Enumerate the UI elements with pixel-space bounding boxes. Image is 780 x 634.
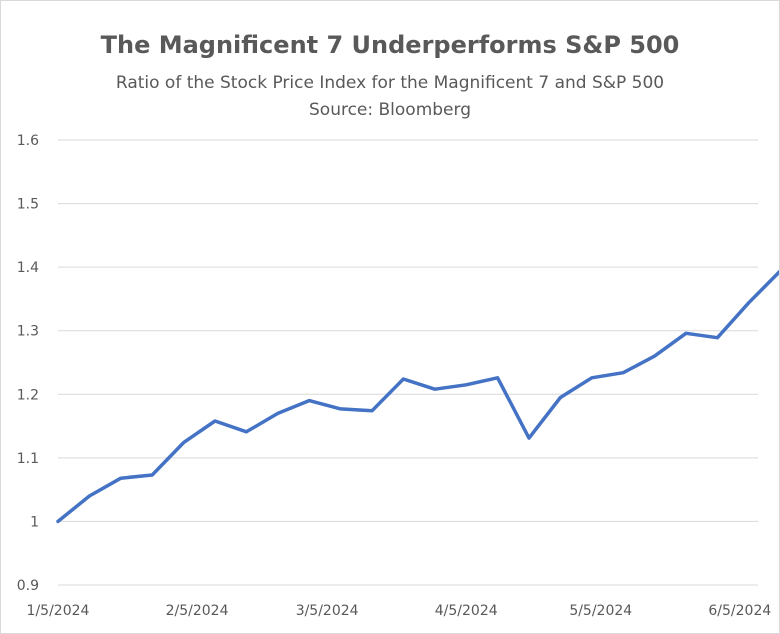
x-tick-label: 6/5/2024	[708, 603, 771, 619]
chart-subtitle: Ratio of the Stock Price Index for the M…	[115, 73, 665, 93]
y-tick-label: 1.6	[17, 133, 39, 149]
chart-source: Source: Bloomberg	[309, 100, 471, 120]
x-tick-label: 2/5/2024	[166, 603, 229, 619]
chart-title: The Magnificent 7 Underperforms S&P 500	[100, 31, 680, 59]
y-tick-label: 0.9	[17, 578, 39, 594]
x-tick-label: 4/5/2024	[435, 603, 498, 619]
y-tick-label: 1.5	[17, 197, 39, 213]
y-tick-label: 1.2	[17, 387, 39, 403]
y-tick-label: 1.4	[17, 260, 39, 276]
x-tick-label: 1/5/2024	[27, 603, 90, 619]
series-line	[56, 269, 779, 524]
y-tick-label: 1.3	[17, 324, 39, 340]
y-tick-label: 1.1	[17, 451, 39, 467]
x-tick-label: 5/5/2024	[569, 603, 632, 619]
y-tick-label: 1	[30, 514, 39, 530]
x-tick-label: 3/5/2024	[296, 603, 359, 619]
